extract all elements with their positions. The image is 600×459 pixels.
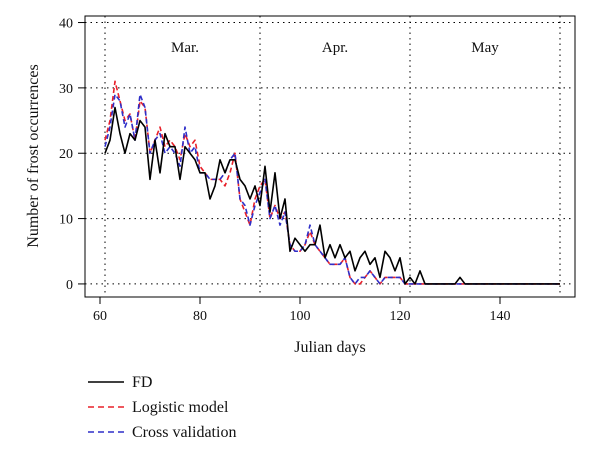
- plot-frame: [84, 15, 576, 298]
- x-tick-label: 100: [290, 309, 311, 324]
- legend-label: FD: [132, 374, 152, 391]
- y-tick-label: 10: [59, 213, 73, 228]
- legend-label: Cross validation: [132, 424, 236, 441]
- x-tick-label: 60: [93, 309, 107, 324]
- x-tick-label: 140: [490, 309, 511, 324]
- series-line-fd: [104, 106, 560, 285]
- y-tick-label: 20: [59, 147, 73, 162]
- x-tick-label: 80: [193, 309, 207, 324]
- series-line-logistic-model: [104, 80, 560, 285]
- y-tick-label: 40: [59, 17, 73, 32]
- month-label: Mar.: [171, 40, 199, 56]
- y-axis-title: Number of frost occurrences: [25, 64, 42, 247]
- legend: FD Logistic model Cross validation: [88, 374, 236, 441]
- legend-label: Logistic model: [132, 399, 229, 416]
- x-axis-title: Julian days: [294, 339, 366, 356]
- y-tick-label: 30: [59, 82, 73, 97]
- series-line-cross-validation: [104, 93, 560, 285]
- axis-layer: 60 80 100 120 140 0 10 20 30 40: [59, 17, 511, 324]
- y-tick-label: 0: [66, 278, 73, 293]
- series-layer: [104, 80, 560, 285]
- grid-layer: Mar. Apr. May: [85, 16, 575, 297]
- x-tick-label: 120: [390, 309, 411, 324]
- month-label: May: [471, 40, 499, 56]
- month-label: Apr.: [322, 40, 348, 56]
